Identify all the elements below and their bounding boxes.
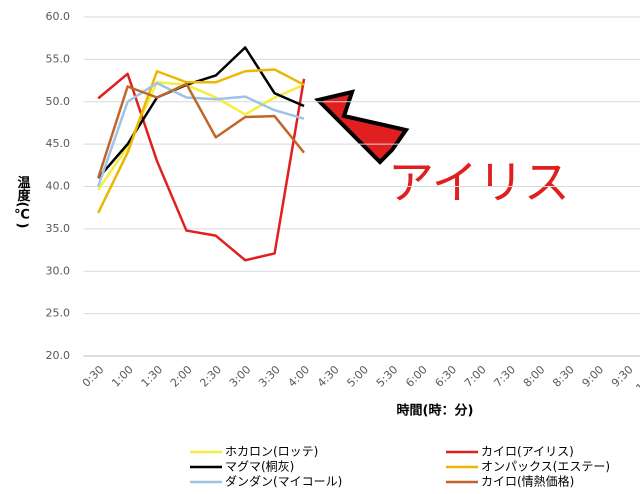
x-tick-label: 2:00 [168,363,195,390]
x-tick-label: 3:00 [227,363,254,390]
y-tick-label: 35.0 [46,222,71,235]
legend-label: カイロ(情熱価格) [481,474,574,489]
legend-label: オンパックス(エステー) [481,460,610,474]
legend-label: カイロ(アイリス) [481,445,574,459]
x-tick-label: 4:00 [286,363,313,390]
x-tick-label: 6:00 [403,363,430,390]
x-tick-label: 8:30 [550,363,577,390]
series-line [97,82,305,179]
x-tick-label: 7:00 [462,363,489,390]
y-tick-label: 30.0 [46,264,71,277]
series-line [97,68,305,214]
y-tick-label: 40.0 [46,180,71,193]
arrow [314,89,410,165]
annotation: アイリス [388,156,570,210]
legend-label: マグマ(桐灰) [225,460,294,474]
y-tick-label: 25.0 [46,307,71,320]
x-tick-label: 5:00 [344,363,371,390]
x-tick-label: 2:30 [197,363,224,390]
x-tick-label: 5:30 [374,363,401,390]
x-tick-label: 4:30 [315,363,342,390]
x-axis-title: 時間(時：分) [397,403,474,419]
y-tick-label: 55.0 [46,52,71,65]
x-tick-label: 3:30 [256,363,283,390]
x-tick-label: 10:00 [633,363,640,395]
x-tick-label: 8:00 [521,363,548,390]
series-line [97,81,305,187]
legend-label: ホカロン(ロッテ) [225,445,318,459]
x-tick-label: 9:00 [580,363,607,390]
y-tick-label: 50.0 [46,95,71,108]
x-tick-label: 0:30 [80,363,107,390]
x-tick-label: 1:00 [109,363,136,390]
x-tick-label: 6:30 [433,363,460,390]
y-tick-label: 20.0 [46,349,71,362]
y-tick-label: 45.0 [46,137,71,150]
x-tick-label: 7:30 [491,363,518,390]
x-tick-label: 1:30 [139,363,166,390]
legend-label: ダンダン(マイコール) [225,474,342,489]
y-axis-title: 温度(℃) [14,176,30,229]
y-tick-label: 60.0 [46,10,71,23]
x-tick-label: 9:30 [609,363,636,390]
